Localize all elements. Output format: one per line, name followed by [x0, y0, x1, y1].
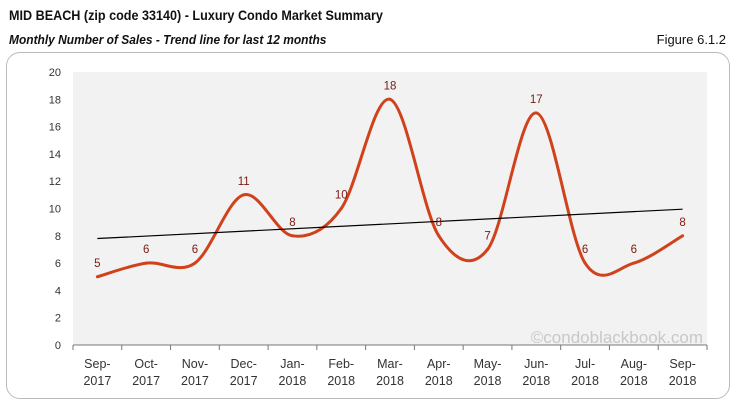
data-point: [583, 261, 587, 265]
data-label: 6: [631, 244, 637, 256]
figure-number: Figure 6.1.2: [656, 32, 726, 47]
data-label: 17: [530, 94, 543, 106]
x-tick-label: Oct-2017: [132, 357, 160, 388]
data-label: 18: [384, 80, 397, 92]
data-point: [632, 261, 636, 265]
x-tick-label: Jul-2018: [571, 357, 599, 388]
x-tick-label: Jun-2018: [522, 357, 550, 388]
x-tick-label: Aug-2018: [620, 357, 648, 388]
y-tick-label: 8: [55, 231, 61, 243]
data-point: [193, 261, 197, 265]
x-tick-label: Apr-2018: [425, 357, 453, 388]
y-tick-label: 14: [49, 149, 61, 161]
data-point: [486, 247, 490, 251]
data-label: 10: [335, 190, 348, 202]
x-tick-label: Jan-2018: [279, 357, 307, 388]
y-tick-label: 0: [55, 340, 61, 352]
data-label: 8: [436, 217, 442, 229]
x-tick-label: Mar-2018: [376, 357, 404, 388]
data-point: [534, 111, 538, 115]
data-label: 6: [192, 244, 198, 256]
y-tick-label: 6: [55, 258, 61, 270]
data-point: [95, 275, 99, 279]
y-tick-label: 12: [49, 176, 61, 188]
chart-title: MID BEACH (zip code 33140) - Luxury Cond…: [9, 7, 383, 23]
data-label: 6: [582, 244, 588, 256]
y-tick-label: 18: [49, 94, 61, 106]
data-point: [242, 193, 246, 197]
x-tick-label: Nov-2017: [181, 357, 209, 388]
plot-area: [73, 72, 707, 345]
data-label: 8: [679, 217, 685, 229]
data-point: [144, 261, 148, 265]
data-point: [339, 207, 343, 210]
data-point: [437, 234, 441, 238]
y-tick-label: 20: [49, 67, 61, 79]
chart-frame: [6, 52, 730, 399]
x-tick-label: May-2018: [474, 357, 502, 388]
data-label: 11: [238, 176, 250, 188]
y-tick-label: 10: [49, 204, 61, 216]
watermark: ©condoblackbook.com: [531, 328, 703, 347]
x-tick-label: Feb-2018: [327, 357, 355, 388]
trend-line: [97, 208, 683, 240]
series-line: [96, 97, 684, 279]
data-label: 6: [143, 244, 149, 256]
data-label: 7: [484, 230, 490, 242]
data-point: [290, 234, 294, 238]
data-label: 8: [289, 217, 295, 229]
data-point: [388, 97, 392, 101]
y-tick-label: 4: [55, 285, 61, 297]
y-tick-label: 2: [55, 313, 61, 325]
y-tick-label: 16: [49, 122, 61, 134]
x-tick-label: Sep-2017: [83, 357, 111, 388]
data-point: [681, 234, 685, 238]
data-label: 5: [94, 258, 100, 270]
x-tick-label: Sep-2018: [669, 357, 697, 388]
chart-subtitle: Monthly Number of Sales - Trend line for…: [9, 32, 327, 47]
x-tick-label: Dec-2017: [230, 357, 258, 388]
